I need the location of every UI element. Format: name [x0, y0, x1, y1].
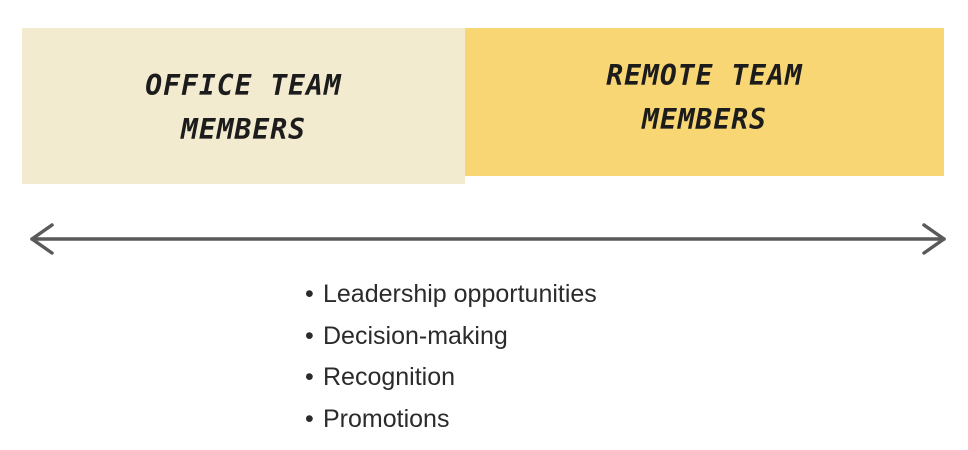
office-team-label: OFFICE TEAM MEMBERS — [145, 69, 342, 146]
bullet-label: Recognition — [323, 363, 456, 391]
bullet-label: Promotions — [323, 404, 450, 433]
bullet-item-promotions: • Promotions — [305, 399, 597, 441]
bullet-item-leadership: • Leadership opportunities — [305, 274, 597, 316]
bullet-list: • Leadership opportunities • Decision-maki… — [305, 274, 597, 440]
bullet-marker: • — [305, 321, 314, 350]
remote-team-label: REMOTE TEAM MEMBERS — [606, 59, 803, 136]
bullet-marker: • — [305, 363, 314, 391]
bullet-item-decision-making: • Decision-making — [305, 316, 597, 358]
office-team-panel: OFFICE TEAM MEMBERS — [22, 28, 465, 184]
remote-team-panel: REMOTE TEAM MEMBERS — [465, 28, 944, 176]
double-headed-arrow-icon — [30, 223, 946, 255]
bullet-item-recognition: • Recognition — [305, 357, 597, 399]
bullet-marker: • — [305, 280, 314, 308]
bullet-label: Decision-making — [323, 321, 508, 350]
bullet-label: Leadership opportunities — [323, 280, 597, 308]
bullet-marker: • — [305, 404, 314, 433]
